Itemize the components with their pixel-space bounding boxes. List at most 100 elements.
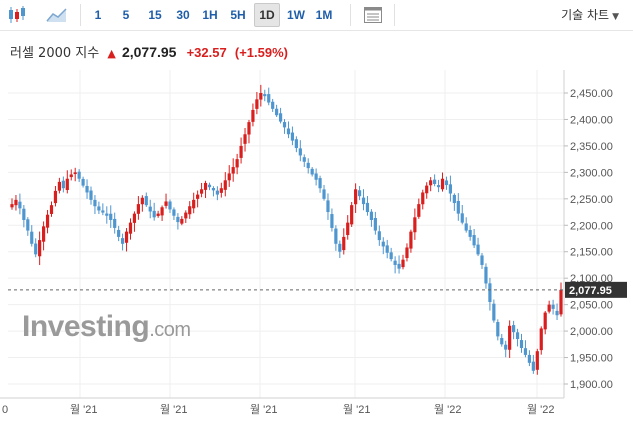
candle-body [440, 178, 445, 190]
candle-body [57, 181, 61, 191]
candle-body [69, 174, 73, 178]
candle-body [132, 213, 137, 223]
candle-body [409, 231, 413, 249]
candle-body [156, 213, 160, 216]
candle-body [105, 213, 109, 216]
candle-body [251, 109, 255, 122]
y-tick-label: 2,450.00 [570, 88, 613, 100]
candle-body [211, 188, 216, 191]
candle-body [389, 252, 393, 260]
candle-body [425, 185, 429, 194]
last-price: 2,077.95 [121, 44, 177, 60]
candle-body [215, 190, 219, 195]
candle-body [492, 303, 496, 321]
timeframe-5m-button[interactable]: 5 [122, 8, 130, 22]
candle-body [456, 200, 460, 214]
candle-body [559, 289, 563, 315]
candle-body [124, 231, 129, 243]
candle-body [101, 210, 105, 213]
candle-body [523, 348, 528, 355]
candle-body [152, 210, 156, 218]
candle-body [413, 217, 417, 233]
timeframe-5h-button[interactable]: 5H [230, 8, 246, 22]
candle-body [85, 185, 89, 193]
candle-body [302, 157, 306, 162]
candle-body [527, 354, 532, 363]
candle-body [14, 199, 18, 206]
candle-body [271, 101, 275, 109]
candle-body [160, 207, 164, 216]
candle-body [421, 192, 425, 205]
candlestick-chart[interactable]: 2,450.00 2,400.00 2,350.00 2,300.00 2,250.00… [0, 70, 633, 420]
candle-body [496, 322, 500, 337]
candle-body [417, 204, 421, 217]
technical-chart-label: 기술 차트 [561, 8, 610, 22]
x-tick-label: 월 '22 [527, 403, 555, 416]
candle-body [109, 213, 113, 220]
candle-body [357, 190, 362, 197]
candle-body [26, 219, 30, 231]
candle-body [314, 173, 318, 180]
candle-body [385, 245, 389, 253]
candle-body [373, 218, 377, 231]
timeframe-1d-button[interactable]: 1D [254, 3, 280, 27]
price-change: +32.57 [186, 45, 227, 60]
x-tick-label: 0 [2, 404, 8, 416]
candle-body [45, 214, 50, 228]
candle-body [429, 180, 433, 186]
chart-toolbar: 1 5 15 30 1H 5H 1D 1W 1M 기술 차트 ▼ [0, 0, 633, 31]
candle-body [65, 178, 69, 191]
candle-body [73, 172, 77, 175]
candle-body [128, 222, 133, 234]
candle-body [555, 310, 559, 316]
candle-body [397, 263, 401, 269]
candle-body [231, 167, 235, 174]
y-tick-label: 2,000.00 [570, 326, 613, 338]
candle-body [188, 206, 192, 215]
candle-body [547, 304, 551, 312]
candle-body [77, 171, 81, 179]
candle-body [148, 206, 152, 212]
candle-body [176, 216, 180, 223]
timeframe-1h-button[interactable]: 1H [202, 8, 218, 22]
area-chart-icon[interactable] [46, 5, 68, 25]
price-chart[interactable]: 2,450.00 2,400.00 2,350.00 2,300.00 2,250.00… [0, 70, 633, 420]
candle-body [34, 243, 38, 255]
candle-body [22, 208, 26, 220]
candle-body [140, 197, 144, 205]
candle-body [267, 94, 271, 103]
timeframe-30m-button[interactable]: 30 [176, 8, 190, 22]
timeframe-1w-button[interactable]: 1W [287, 8, 305, 22]
candle-body [519, 340, 524, 349]
candle-body [346, 222, 350, 236]
candle-body [298, 148, 302, 156]
candle-body [38, 240, 42, 257]
price-change-percent: (+1.59%) [234, 45, 288, 60]
timeframe-1m-button[interactable]: 1 [94, 8, 102, 22]
technical-chart-button[interactable]: 기술 차트 ▼ [561, 4, 619, 26]
candle-body [278, 113, 283, 122]
investing-logo: Investing.com [22, 310, 191, 343]
candle-body [436, 185, 441, 188]
candlestick-icon[interactable] [6, 5, 28, 25]
candle-body [247, 122, 251, 135]
candle-body [192, 199, 196, 209]
candle-body [199, 189, 204, 194]
table-icon[interactable] [362, 5, 384, 25]
candle-body [468, 230, 472, 237]
candle-body [484, 266, 488, 284]
candle-body [136, 204, 140, 214]
timeframe-1mo-button[interactable]: 1M [315, 8, 333, 22]
candle-body [448, 184, 453, 194]
candle-body [480, 255, 484, 265]
candle-body [401, 259, 405, 268]
candle-body [290, 132, 295, 141]
y-tick-label: 2,050.00 [570, 300, 613, 312]
candle-body [10, 204, 14, 208]
candle-body [330, 214, 334, 228]
y-tick-label: 2,400.00 [570, 114, 613, 126]
candle-body [239, 145, 243, 158]
instrument-name: 러셀 2000 지수 [10, 46, 100, 61]
timeframe-15m-button[interactable]: 15 [148, 8, 162, 22]
candle-body [180, 218, 184, 224]
